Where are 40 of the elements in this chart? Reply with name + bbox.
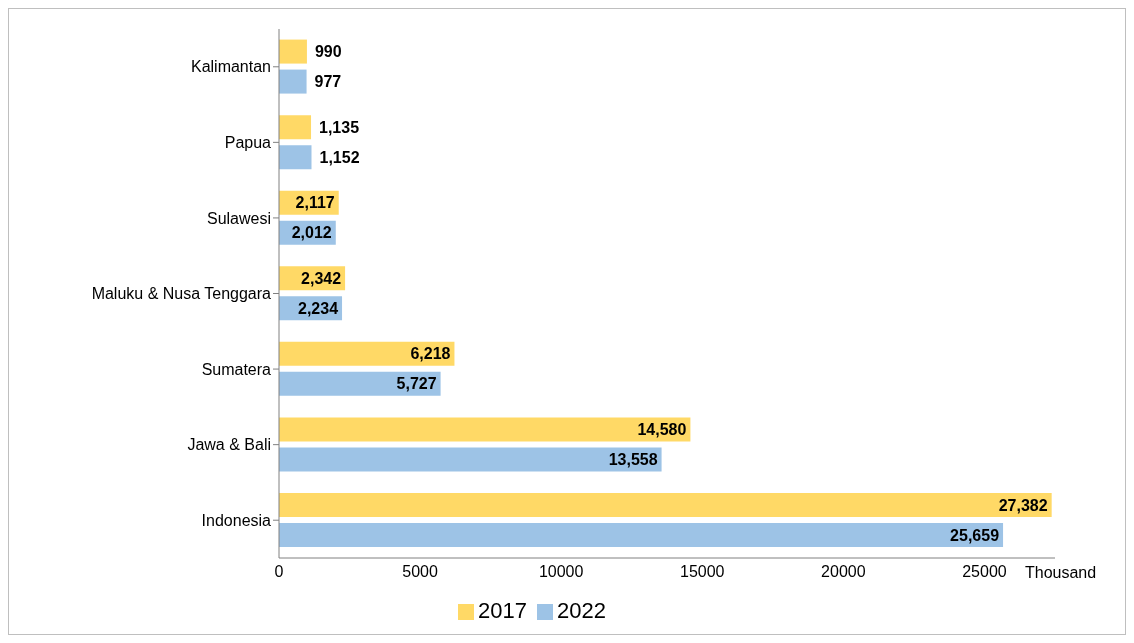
data-label: 990 <box>314 43 342 61</box>
bar <box>279 69 307 94</box>
x-tick-label: 0 <box>274 563 284 581</box>
legend-label: 2017 <box>478 598 527 623</box>
data-label: 25,659 <box>950 526 1000 544</box>
data-label: 2,117 <box>295 194 335 212</box>
data-label: 977 <box>314 73 342 91</box>
bar <box>279 417 691 442</box>
y-tick-label: Sumatera <box>201 360 272 378</box>
data-label: 5,727 <box>396 375 437 393</box>
bar <box>279 493 1052 518</box>
bar <box>279 145 312 170</box>
y-tick-label: Maluku & Nusa Tenggara <box>91 285 272 303</box>
bar <box>279 115 312 140</box>
data-label: 14,580 <box>637 421 687 439</box>
x-tick-label: 15000 <box>680 563 725 581</box>
x-tick-label: 10000 <box>538 563 584 581</box>
bar <box>279 447 662 472</box>
data-label: 2,012 <box>291 224 332 242</box>
y-tick-label: Indonesia <box>201 511 272 529</box>
data-label: 2,342 <box>301 269 342 287</box>
data-label: 27,382 <box>998 496 1048 514</box>
x-tick-label: 20000 <box>821 563 866 581</box>
data-label: 1,152 <box>319 148 360 166</box>
data-label: 2,234 <box>297 299 339 317</box>
x-tick-label: 25000 <box>962 563 1007 581</box>
data-label: 1,135 <box>319 118 360 136</box>
y-tick-label: Kalimantan <box>190 58 271 76</box>
bar <box>279 523 1004 548</box>
y-tick-label: Jawa & Bali <box>187 436 271 454</box>
y-tick-label: Papua <box>224 134 272 152</box>
legend-label: 2022 <box>557 598 606 623</box>
bar <box>279 371 441 396</box>
bar <box>279 39 307 64</box>
data-label: 6,218 <box>410 345 451 363</box>
y-tick-label: Sulawesi <box>206 209 271 227</box>
bar <box>279 341 455 366</box>
data-label: 13,558 <box>608 451 658 469</box>
x-axis-title: Thousand <box>1025 563 1097 581</box>
x-tick-label: 5000 <box>402 563 438 581</box>
